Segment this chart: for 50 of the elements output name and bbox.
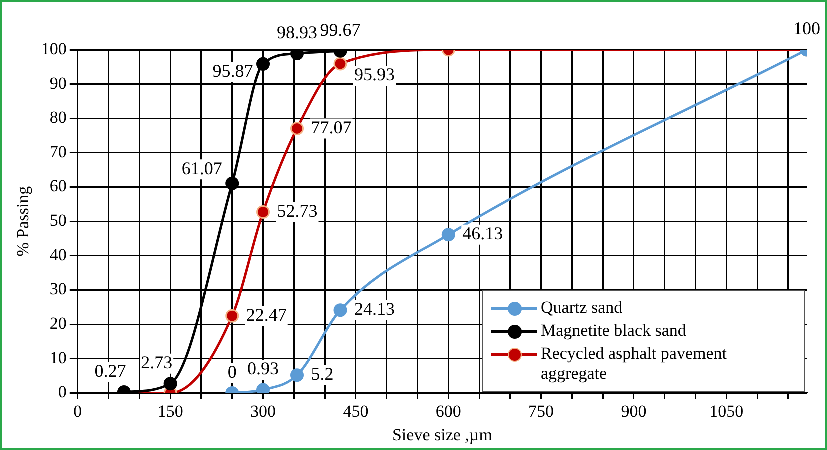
- data-label: 22.47: [246, 304, 287, 325]
- data-label: 95.93: [354, 64, 395, 85]
- legend-label: Magnetite black sand: [541, 321, 688, 342]
- data-label: 52.73: [277, 200, 318, 221]
- point: [226, 176, 240, 190]
- data-label: 2.73: [141, 352, 173, 373]
- data-label: 100: [794, 18, 820, 39]
- y-tick-label: 20: [50, 314, 67, 334]
- data-label: 5.2: [311, 364, 334, 384]
- y-tick-label: 90: [50, 74, 67, 93]
- point: [442, 228, 456, 242]
- x-tick-label: 300: [250, 402, 276, 421]
- point: [290, 122, 304, 136]
- data-label: 46.13: [462, 224, 504, 244]
- y-tick-label: 40: [50, 245, 67, 264]
- legend-label: Quartz sand: [541, 298, 624, 318]
- x-axis-title: Sieve size ,µm: [392, 425, 492, 444]
- y-tick-label: 50: [50, 211, 67, 230]
- y-tick-label: 60: [50, 176, 67, 196]
- point: [256, 205, 270, 219]
- x-tick-label: 150: [158, 402, 184, 421]
- data-label: 98.93: [277, 22, 318, 42]
- data-label: 61.07: [182, 158, 222, 178]
- x-tick-label: 1050: [710, 402, 744, 421]
- data-label: 95.87: [212, 60, 254, 81]
- point: [164, 377, 178, 391]
- point: [334, 304, 348, 318]
- point: [290, 368, 304, 382]
- data-label: 0.27: [94, 361, 126, 382]
- y-tick-label: 100: [41, 39, 67, 58]
- data-label: 99.67: [320, 20, 361, 40]
- y-tick-label: 80: [50, 108, 67, 128]
- y-tick-label: 30: [50, 280, 67, 299]
- data-label: 0.93: [248, 358, 280, 379]
- point: [256, 57, 270, 71]
- x-tick-label: 750: [528, 402, 554, 421]
- data-label: 24.13: [354, 299, 395, 320]
- legend-label: Recycled asphalt pavement aggregate: [541, 344, 728, 384]
- x-tick-label: 0: [74, 402, 82, 421]
- y-tick-label: 70: [50, 142, 67, 162]
- x-tick-label: 450: [343, 402, 369, 421]
- x-tick-label: 900: [621, 402, 647, 421]
- data-label: 77.07: [311, 117, 352, 138]
- y-tick-label: 0: [58, 382, 67, 402]
- point: [334, 57, 348, 71]
- data-label: 0: [228, 362, 237, 382]
- x-tick-label: 600: [436, 402, 462, 421]
- point: [226, 309, 240, 323]
- y-tick-label: 10: [50, 348, 67, 368]
- y-axis-title: % Passing: [14, 186, 33, 257]
